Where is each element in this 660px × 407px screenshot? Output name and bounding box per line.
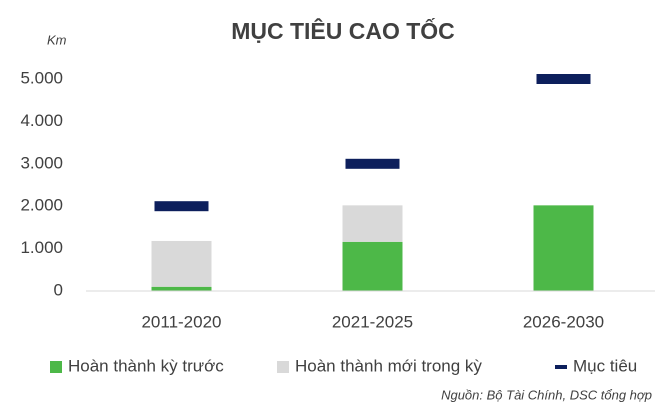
legend-swatch <box>50 361 62 373</box>
y-tick-label: 5.000 <box>20 68 63 87</box>
y-axis-label: Km <box>47 32 67 47</box>
target-marker <box>536 74 591 84</box>
legend-swatch <box>277 361 289 373</box>
legend-label: Mục tiêu <box>573 356 637 375</box>
legend-label: Hoàn thành kỳ trước <box>68 356 224 375</box>
y-tick-label: 2.000 <box>20 196 63 215</box>
bar-segment <box>342 241 403 291</box>
source-note: Nguồn: Bộ Tài Chính, DSC tổng hợp <box>441 387 652 402</box>
x-tick-label: 2026-2030 <box>523 312 604 331</box>
y-tick-label: 1.000 <box>20 238 63 257</box>
target-marker <box>345 158 400 169</box>
legend-swatch <box>555 365 567 369</box>
x-tick-label: 2021-2025 <box>332 312 413 331</box>
target-marker <box>154 201 209 212</box>
bar-segment <box>151 286 212 291</box>
y-tick-label: 0 <box>54 280 63 299</box>
y-tick-label: 4.000 <box>20 111 63 130</box>
chart-title: MỤC TIÊU CAO TỐC <box>231 17 455 44</box>
bar-segment <box>342 205 403 242</box>
x-tick-label: 2011-2020 <box>141 312 221 331</box>
legend-label: Hoàn thành mới trong kỳ <box>295 356 482 375</box>
bar-segment <box>533 205 594 291</box>
bar-segment <box>151 240 212 287</box>
y-tick-label: 3.000 <box>20 153 63 172</box>
